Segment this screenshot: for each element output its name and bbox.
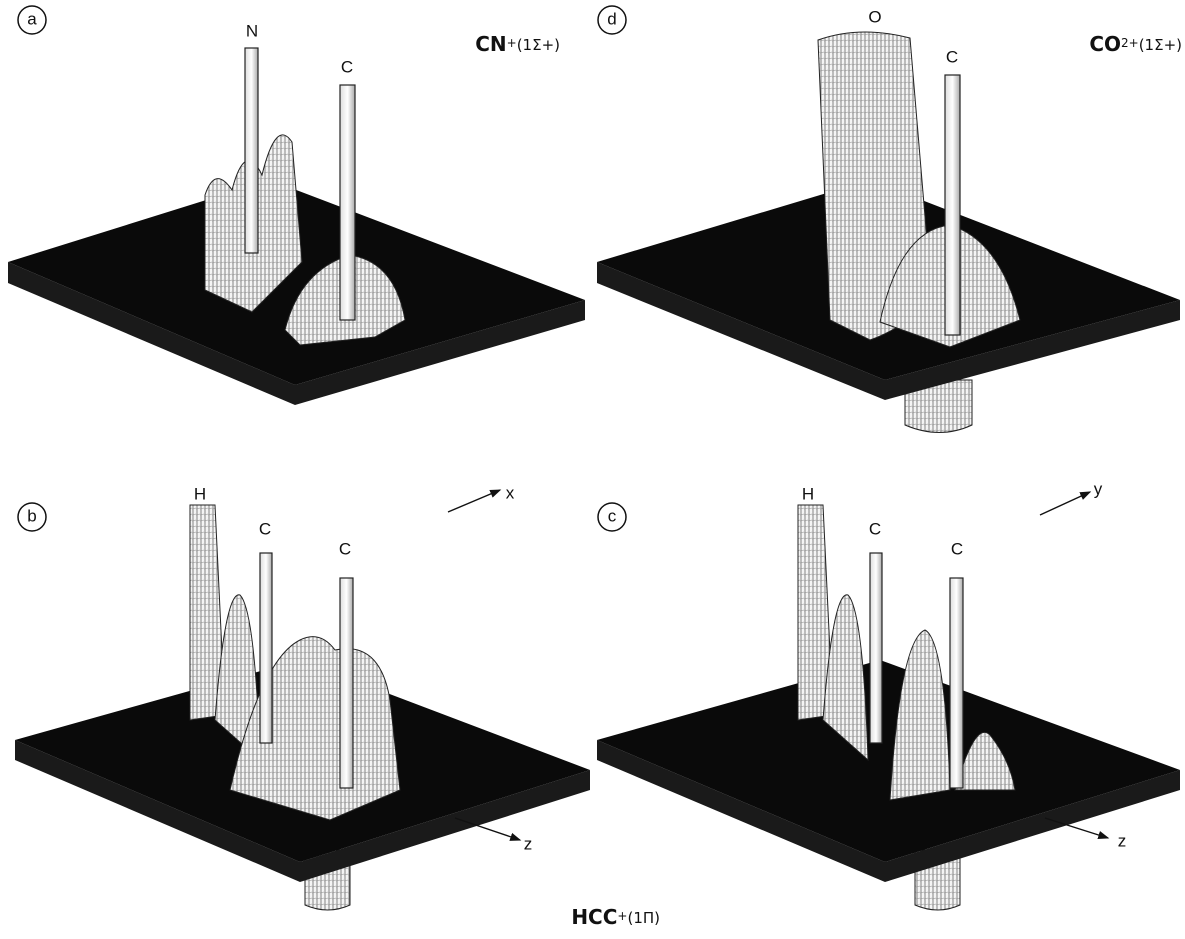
- formula: CN: [475, 32, 506, 56]
- density-surface: [890, 630, 950, 800]
- label: C: [339, 539, 351, 558]
- nucleus-rod: [950, 578, 963, 788]
- label: C: [259, 519, 271, 538]
- label: C: [951, 539, 963, 558]
- plane: [597, 660, 1180, 862]
- label: C: [946, 47, 958, 66]
- panel-a: a CN+(1Σ+) N C: [8, 6, 585, 405]
- formula: CO: [1089, 32, 1121, 56]
- label: y: [1094, 479, 1103, 498]
- charge: 2+: [1121, 36, 1139, 50]
- label: a: [27, 9, 37, 28]
- panel-c: c H C C y z: [597, 479, 1180, 910]
- label: z: [524, 834, 533, 853]
- nucleus-rod: [260, 553, 272, 743]
- label: b: [27, 506, 36, 525]
- nucleus-rod: [245, 48, 258, 253]
- density-surface: [230, 637, 400, 820]
- charge: +: [617, 909, 627, 923]
- figure: a CN+(1Σ+) N C d CO2+(1Σ+) O C b H C C x…: [0, 0, 1185, 939]
- state: (1Σ+): [517, 36, 560, 54]
- panel-d: d CO2+(1Σ+) O C: [597, 6, 1182, 433]
- label: C: [869, 519, 881, 538]
- nucleus-rod: [340, 578, 353, 788]
- panel-title: CN+(1Σ+): [475, 32, 560, 56]
- label: c: [608, 506, 617, 525]
- axis-arrow: [448, 490, 500, 512]
- nucleus-rod: [945, 75, 960, 335]
- state: (1Σ+): [1139, 36, 1182, 54]
- figure-title: HCC+(1Π): [571, 905, 660, 929]
- label: x: [506, 483, 515, 502]
- panel-b: b H C C x z: [15, 483, 590, 910]
- label: O: [868, 7, 881, 26]
- label: d: [607, 9, 616, 28]
- label: H: [194, 484, 206, 503]
- label: H: [802, 484, 814, 503]
- state: (1Π): [627, 909, 660, 927]
- label: C: [341, 57, 353, 76]
- axis-arrow: [1040, 492, 1090, 515]
- nucleus-rod: [340, 85, 355, 320]
- label: z: [1118, 831, 1127, 850]
- nucleus-rod: [870, 553, 882, 743]
- label: N: [246, 21, 258, 40]
- formula: HCC: [571, 905, 617, 929]
- charge: +: [507, 36, 517, 50]
- panel-title: CO2+(1Σ+): [1089, 32, 1182, 56]
